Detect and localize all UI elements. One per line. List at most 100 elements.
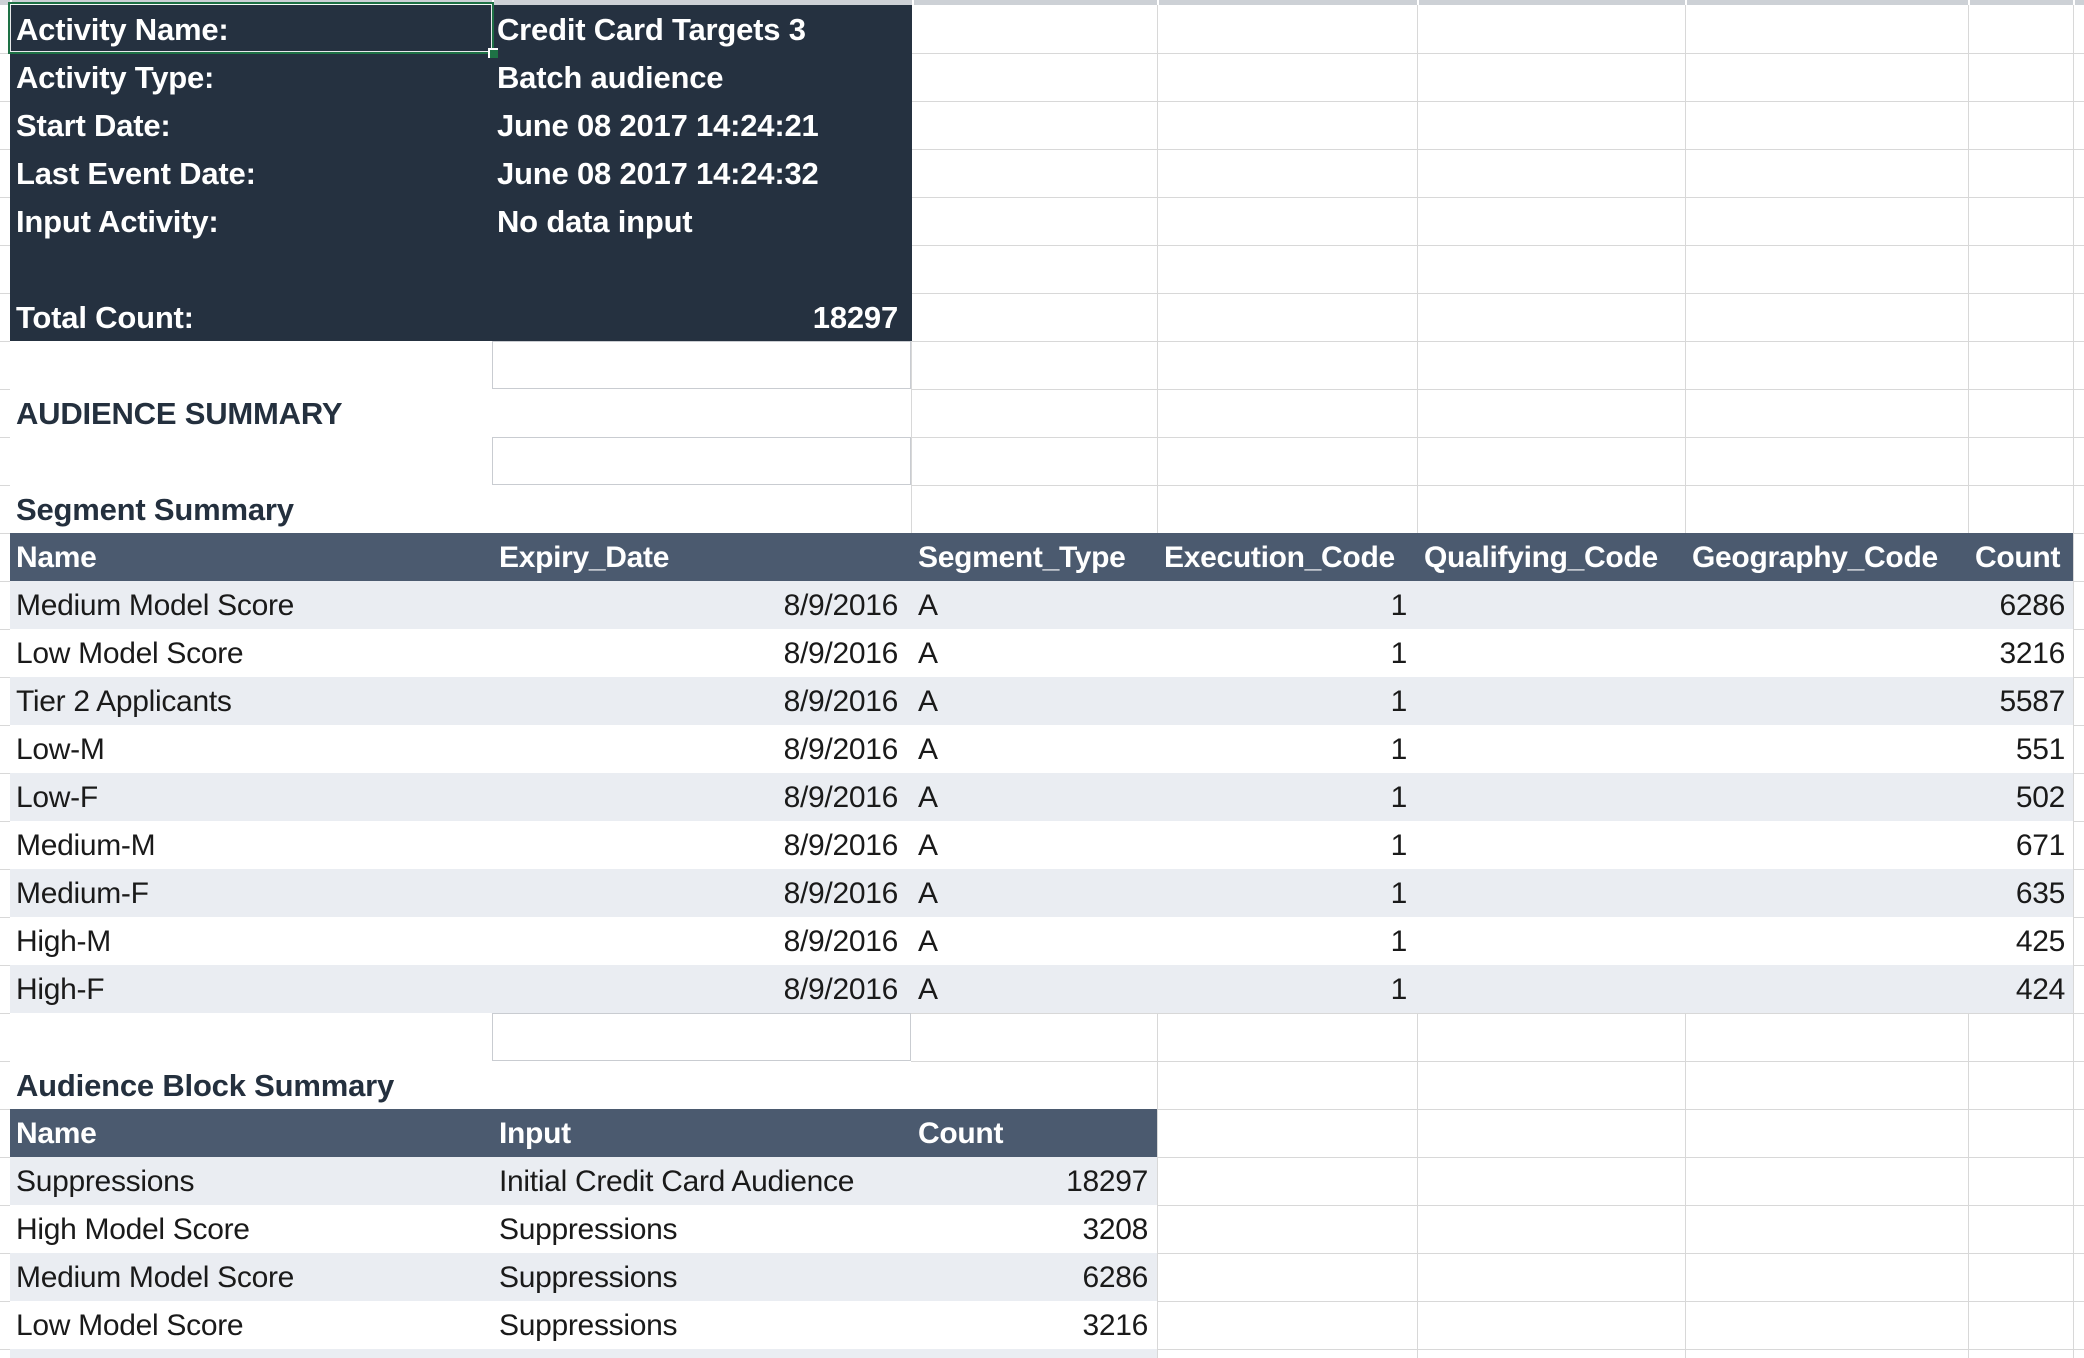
segment-cell-geography-code[interactable] xyxy=(1685,869,1968,917)
audience-summary-heading[interactable]: AUDIENCE SUMMARY xyxy=(16,396,343,431)
segment-cell-expiry-date[interactable]: 8/9/2016 xyxy=(783,733,899,766)
segment-cell-name[interactable]: Medium Model Score xyxy=(16,589,295,622)
segment-cell-execution-code[interactable]: 1 xyxy=(1390,637,1408,670)
segment-cell-expiry-date[interactable]: 8/9/2016 xyxy=(783,589,899,622)
segment-cell-name[interactable]: Tier 2 Applicants xyxy=(16,685,232,718)
segment-cell-qualifying-code[interactable] xyxy=(1417,581,1685,629)
segment-cell-geography-code[interactable] xyxy=(1685,965,1968,1013)
audience-block-cell-input[interactable]: Suppressions xyxy=(499,1261,678,1294)
segment-cell-execution-code[interactable]: 1 xyxy=(1390,877,1408,910)
segment-cell-qualifying-code[interactable] xyxy=(1417,821,1685,869)
segment-cell-qualifying-code[interactable] xyxy=(1417,869,1685,917)
segment-cell-qualifying-code[interactable] xyxy=(1417,725,1685,773)
audience-block-header-cell-count[interactable]: Count xyxy=(918,1117,1004,1150)
segment-cell-name[interactable]: High-F xyxy=(16,973,105,1006)
segment-cell-count[interactable]: 6286 xyxy=(1999,589,2065,622)
segment-cell-execution-code[interactable]: 1 xyxy=(1390,781,1408,814)
activity-value-cell[interactable]: No data input xyxy=(497,204,693,239)
segment-cell-expiry-date[interactable]: 8/9/2016 xyxy=(783,877,899,910)
segment-cell-segment-type[interactable]: A xyxy=(918,925,938,958)
segment-cell-segment-type[interactable]: A xyxy=(918,637,938,670)
segment-header-cell-geography-code[interactable]: Geography_Code xyxy=(1692,541,1938,574)
segment-cell-geography-code[interactable] xyxy=(1685,773,1968,821)
segment-cell-name[interactable]: Medium-F xyxy=(16,877,149,910)
activity-label-cell[interactable]: Input Activity: xyxy=(16,204,219,239)
total-count-value[interactable]: 18297 xyxy=(812,300,898,335)
selection-fill-handle[interactable] xyxy=(488,48,498,58)
activity-value-cell[interactable]: Credit Card Targets 3 xyxy=(497,12,806,47)
segment-cell-execution-code[interactable]: 1 xyxy=(1390,685,1408,718)
segment-cell-expiry-date[interactable]: 8/9/2016 xyxy=(783,925,899,958)
audience-block-summary-heading[interactable]: Audience Block Summary xyxy=(16,1068,395,1103)
segment-cell-geography-code[interactable] xyxy=(1685,581,1968,629)
audience-block-cell-name[interactable]: Low Model Score xyxy=(16,1309,244,1342)
empty-bordered-cell-2[interactable] xyxy=(492,437,911,485)
segment-cell-expiry-date[interactable]: 8/9/2016 xyxy=(783,685,899,718)
segment-cell-qualifying-code[interactable] xyxy=(1417,965,1685,1013)
segment-header-cell-count[interactable]: Count xyxy=(1975,541,2061,574)
empty-bordered-cell-3[interactable] xyxy=(492,1013,911,1061)
segment-header-cell-expiry-date[interactable]: Expiry_Date xyxy=(499,541,670,574)
audience-block-cell-name[interactable]: Medium Model Score xyxy=(16,1261,295,1294)
segment-header-cell-segment-type[interactable]: Segment_Type xyxy=(918,541,1126,574)
activity-label-cell[interactable]: Last Event Date: xyxy=(16,156,256,191)
segment-cell-geography-code[interactable] xyxy=(1685,917,1968,965)
activity-label-cell[interactable]: Start Date: xyxy=(16,108,171,143)
segment-header-cell-name[interactable]: Name xyxy=(16,541,97,574)
segment-cell-count[interactable]: 635 xyxy=(2015,877,2065,910)
segment-cell-geography-code[interactable] xyxy=(1685,629,1968,677)
segment-cell-execution-code[interactable]: 1 xyxy=(1390,733,1408,766)
partial-bottom-row[interactable] xyxy=(10,1349,1157,1358)
segment-cell-execution-code[interactable]: 1 xyxy=(1390,973,1408,1006)
segment-cell-count[interactable]: 3216 xyxy=(1999,637,2065,670)
segment-cell-name[interactable]: Low-F xyxy=(16,781,98,814)
audience-block-cell-count[interactable]: 18297 xyxy=(1066,1165,1148,1198)
segment-cell-count[interactable]: 502 xyxy=(2015,781,2065,814)
segment-cell-segment-type[interactable]: A xyxy=(918,781,938,814)
segment-cell-geography-code[interactable] xyxy=(1685,677,1968,725)
segment-cell-segment-type[interactable]: A xyxy=(918,589,938,622)
activity-label-cell[interactable]: Total Count: xyxy=(16,300,194,335)
audience-block-cell-name[interactable]: High Model Score xyxy=(16,1213,250,1246)
segment-cell-segment-type[interactable]: A xyxy=(918,829,938,862)
audience-block-cell-input[interactable]: Initial Credit Card Audience xyxy=(499,1165,855,1198)
segment-cell-expiry-date[interactable]: 8/9/2016 xyxy=(783,637,899,670)
audience-block-header-cell-input[interactable]: Input xyxy=(499,1117,571,1150)
activity-label-cell[interactable]: Activity Name: xyxy=(16,12,229,47)
segment-cell-qualifying-code[interactable] xyxy=(1417,677,1685,725)
segment-header-cell-execution-code[interactable]: Execution_Code xyxy=(1164,541,1395,574)
audience-block-cell-count[interactable]: 3208 xyxy=(1082,1213,1148,1246)
segment-cell-segment-type[interactable]: A xyxy=(918,973,938,1006)
segment-summary-heading[interactable]: Segment Summary xyxy=(16,492,294,527)
segment-cell-geography-code[interactable] xyxy=(1685,725,1968,773)
segment-cell-qualifying-code[interactable] xyxy=(1417,629,1685,677)
segment-cell-execution-code[interactable]: 1 xyxy=(1390,925,1408,958)
segment-cell-segment-type[interactable]: A xyxy=(918,733,938,766)
segment-cell-count[interactable]: 551 xyxy=(2015,733,2065,766)
segment-cell-qualifying-code[interactable] xyxy=(1417,773,1685,821)
activity-value-cell[interactable]: Batch audience xyxy=(497,60,724,95)
segment-cell-name[interactable]: Low Model Score xyxy=(16,637,244,670)
segment-cell-expiry-date[interactable]: 8/9/2016 xyxy=(783,973,899,1006)
segment-cell-name[interactable]: Low-M xyxy=(16,733,105,766)
segment-cell-count[interactable]: 671 xyxy=(2015,829,2065,862)
audience-block-cell-input[interactable]: Suppressions xyxy=(499,1213,678,1246)
activity-value-cell[interactable]: June 08 2017 14:24:21 xyxy=(497,108,819,143)
audience-block-cell-count[interactable]: 3216 xyxy=(1082,1309,1148,1342)
segment-cell-execution-code[interactable]: 1 xyxy=(1390,589,1408,622)
segment-cell-segment-type[interactable]: A xyxy=(918,685,938,718)
segment-cell-count[interactable]: 424 xyxy=(2015,973,2065,1006)
segment-cell-expiry-date[interactable]: 8/9/2016 xyxy=(783,781,899,814)
empty-bordered-cell-1[interactable] xyxy=(492,341,911,389)
segment-cell-count[interactable]: 5587 xyxy=(1999,685,2065,718)
segment-cell-expiry-date[interactable]: 8/9/2016 xyxy=(783,829,899,862)
audience-block-header-cell-name[interactable]: Name xyxy=(16,1117,97,1150)
segment-header-cell-qualifying-code[interactable]: Qualifying_Code xyxy=(1424,541,1658,574)
segment-cell-name[interactable]: Medium-M xyxy=(16,829,156,862)
segment-cell-count[interactable]: 425 xyxy=(2015,925,2065,958)
segment-cell-name[interactable]: High-M xyxy=(16,925,111,958)
segment-cell-geography-code[interactable] xyxy=(1685,821,1968,869)
segment-cell-segment-type[interactable]: A xyxy=(918,877,938,910)
activity-value-cell[interactable]: June 08 2017 14:24:32 xyxy=(497,156,819,191)
audience-block-cell-name[interactable]: Suppressions xyxy=(16,1165,195,1198)
